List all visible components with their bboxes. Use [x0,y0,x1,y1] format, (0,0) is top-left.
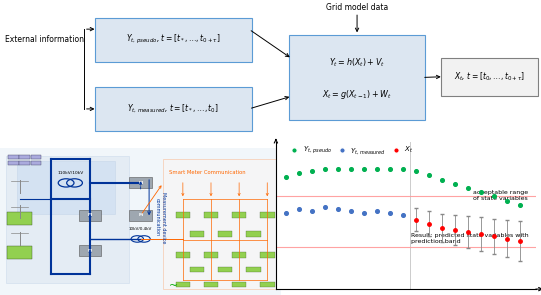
Point [425,173,433,178]
FancyBboxPatch shape [95,87,252,131]
Point [295,171,304,176]
Text: Result: predicted state variables with
prediction band: Result: predicted state variables with p… [411,233,529,244]
FancyBboxPatch shape [5,156,129,283]
FancyBboxPatch shape [79,210,101,221]
FancyBboxPatch shape [7,212,32,225]
FancyBboxPatch shape [203,212,219,218]
Point [516,202,524,207]
Point [282,211,291,216]
Point [295,207,304,212]
Point [282,175,291,180]
Point [308,209,316,214]
FancyBboxPatch shape [260,281,275,287]
FancyBboxPatch shape [163,159,276,289]
FancyBboxPatch shape [441,58,538,96]
FancyBboxPatch shape [232,252,247,258]
FancyBboxPatch shape [189,267,204,272]
FancyBboxPatch shape [203,252,219,258]
Point [308,169,316,173]
Text: $Y_t=h(X_t)+V_t$: $Y_t=h(X_t)+V_t$ [329,57,385,69]
FancyBboxPatch shape [175,252,190,258]
Text: $Y_{t,\,measured}$, $t=[t_*,\ldots,t_0]$: $Y_{t,\,measured}$, $t=[t_*,\ldots,t_0]$ [127,103,219,115]
Text: $X_t$, $t=[t_0,\ldots,t_{0+\tau}]$: $X_t$, $t=[t_0,\ldots,t_{0+\tau}]$ [454,71,525,83]
FancyBboxPatch shape [189,231,204,237]
Text: $Y_{t,\,pseudo}$, $t=[t_*,\ldots,t_{0+\tau}]$: $Y_{t,\,pseudo}$, $t=[t_*,\ldots,t_{0+\t… [126,33,220,46]
FancyBboxPatch shape [129,177,152,189]
Text: Grid model data: Grid model data [326,3,388,12]
Point [490,194,498,199]
Point [373,167,381,171]
FancyBboxPatch shape [95,18,252,62]
Text: 110kV/10kV: 110kV/10kV [57,171,83,175]
FancyBboxPatch shape [8,160,18,165]
FancyBboxPatch shape [260,212,275,218]
Point [334,167,342,171]
FancyBboxPatch shape [246,267,261,272]
Text: acceptable range
of state variables: acceptable range of state variables [473,190,529,201]
FancyBboxPatch shape [7,245,32,259]
Point [477,190,485,194]
FancyBboxPatch shape [19,160,30,165]
Point [399,167,407,171]
FancyBboxPatch shape [175,281,190,287]
FancyBboxPatch shape [232,281,247,287]
Text: M: M [138,213,143,217]
Point [464,186,472,190]
Point [451,181,459,186]
Text: ~: ~ [169,281,178,291]
Text: 10kV/0.4kV: 10kV/0.4kV [129,227,153,231]
FancyBboxPatch shape [217,231,233,237]
FancyBboxPatch shape [79,245,101,256]
Text: Smart Meter Communication: Smart Meter Communication [169,170,246,175]
FancyBboxPatch shape [129,210,152,221]
FancyBboxPatch shape [246,231,261,237]
Text: M: M [88,249,92,253]
Text: External information: External information [5,35,84,44]
Point [360,167,368,171]
FancyBboxPatch shape [0,148,281,295]
FancyBboxPatch shape [175,212,190,218]
Point [373,209,381,214]
FancyBboxPatch shape [19,155,30,159]
Text: Measurement device
communication: Measurement device communication [155,192,166,243]
Point [360,211,368,216]
Point [386,211,394,216]
Point [412,169,420,173]
FancyBboxPatch shape [217,267,233,272]
FancyBboxPatch shape [17,161,115,214]
Point [321,167,329,171]
Point [386,167,394,171]
Text: M: M [138,181,143,185]
FancyBboxPatch shape [31,155,41,159]
Point [321,204,329,209]
Point [347,167,355,171]
Text: $X_t=g(X_{t-1})+W_t$: $X_t=g(X_{t-1})+W_t$ [322,88,392,101]
Text: M: M [88,213,92,217]
FancyBboxPatch shape [232,212,247,218]
Point [399,213,407,218]
Point [503,198,511,203]
Point [347,209,355,214]
FancyBboxPatch shape [203,281,219,287]
FancyBboxPatch shape [289,35,425,120]
Legend: $Y_{t,\,pseudo}$, $Y_{t,\,measured}$, $X_t$: $Y_{t,\,pseudo}$, $Y_{t,\,measured}$, $X… [285,142,416,159]
FancyBboxPatch shape [31,160,41,165]
FancyBboxPatch shape [260,252,275,258]
FancyBboxPatch shape [8,155,18,159]
Point [334,207,342,212]
Point [438,177,446,182]
